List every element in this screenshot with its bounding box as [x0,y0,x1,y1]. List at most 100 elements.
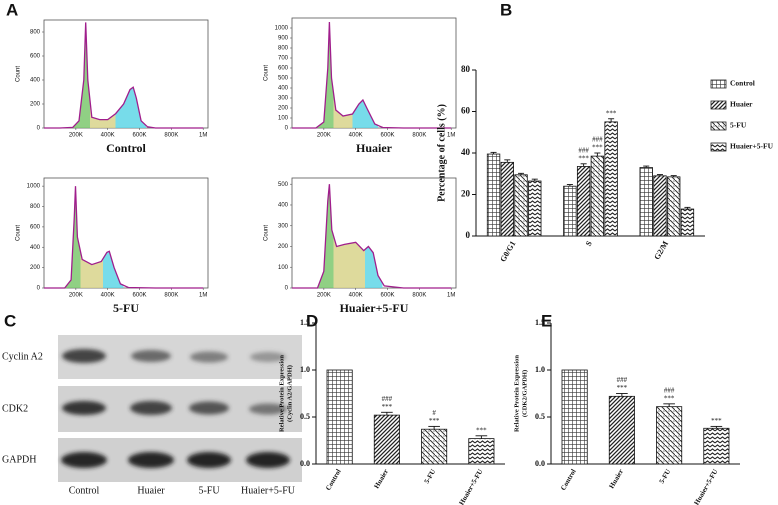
y-tick-label: 1.5 [300,318,310,327]
significance-mark: ### [664,386,675,394]
histogram-area [44,186,204,288]
y-tick-label: 0 [466,230,471,240]
y-tick-label: 400 [30,245,41,251]
bar [561,369,588,465]
panel-label: C [4,311,16,330]
blot-lane-label: Control [69,485,100,496]
y-tick-label: 600 [278,66,289,72]
y-axis-label: Relative Protein Expression [278,355,285,432]
x-tick-label: 1M [447,133,455,139]
x-tick-label: 800K [164,133,178,139]
bar [608,395,635,465]
significance-mark: ### [382,395,393,403]
western-blot [58,335,302,482]
x-tick-label: G2/M [652,239,670,261]
panel-label: B [500,0,512,19]
y-tick-label: 400 [278,86,289,92]
y-tick-label: 200 [278,244,289,250]
panel-label: A [6,0,18,19]
y-tick-label: 200 [278,106,289,112]
x-tick-label: 600K [133,293,147,299]
significance-mark: ### [592,136,603,144]
x-tick-label: 600K [133,133,147,139]
x-tick-label: 400K [101,293,115,299]
x-tick-label: 800K [412,293,426,299]
bar [639,167,653,237]
blot-row-label: GAPDH [2,454,36,465]
y-tick-label: 0.0 [300,459,310,468]
bar [604,121,618,237]
significance-mark: # [432,409,436,417]
significance-mark: ### [617,376,628,384]
x-axis-label: Huaier+5-FU [340,301,409,315]
y-tick-label: 400 [30,78,41,84]
y-tick-label: 200 [30,265,41,271]
x-tick-label: 200K [317,293,331,299]
blot-lane-label: Huaier [137,485,165,496]
plot-frame [43,177,209,289]
x-tick-label: 600K [381,133,395,139]
legend-label: 5-FU [730,121,747,130]
y-tick-label: 600 [30,224,41,230]
y-tick-label: 1000 [275,26,289,32]
legend-swatch [710,142,727,152]
y-axis-label: Count [264,65,270,81]
significance-mark: *** [592,144,603,152]
x-tick-label: Huaier [373,468,390,490]
y-tick-label: 500 [278,182,289,188]
bar [656,406,683,465]
x-tick-label: 800K [164,293,178,299]
y-tick-label: 300 [278,223,289,229]
x-axis-label: 5-FU [113,301,139,315]
histogram-line [44,22,204,129]
bar [486,153,501,237]
y-axis-label: Count [264,225,270,241]
y-tick-label: 100 [278,265,289,271]
y-axis-label: (CDK2/GAPDH) [521,370,528,417]
y-axis-label: Percentage of cells (%) [436,104,447,202]
y-tick-label: 200 [30,102,41,108]
x-axis-label: Huaier [356,141,393,155]
y-tick-label: 800 [30,30,41,36]
significance-mark: *** [606,109,617,117]
y-tick-label: 100 [278,116,289,122]
legend-swatch [710,100,727,110]
y-tick-label: 1.0 [535,365,545,374]
significance-mark: *** [617,384,628,392]
bar [326,369,353,465]
blot-lane-label: Huaier+5-FU [241,485,296,496]
y-tick-label: 60 [461,106,471,116]
x-tick-label: 5-FU [658,468,673,485]
bar [680,208,695,237]
bar [667,176,681,237]
bar [468,438,495,465]
x-tick-label: 400K [349,133,363,139]
bar [421,428,448,465]
x-tick-label: G0/G1 [498,239,517,263]
x-tick-label: 800K [412,133,426,139]
x-tick-label: Huaier+5-FU [457,468,484,505]
y-axis-label: Relative Protein Expression [513,355,520,432]
histogram-line [44,186,204,289]
histogram-area [292,184,452,288]
bar [563,185,577,237]
y-axis-label: Count [16,225,22,241]
x-axis-label: Control [106,141,146,155]
y-tick-label: 700 [278,56,289,62]
y-tick-label: 600 [30,54,41,60]
x-tick-label: 5-FU [423,468,438,485]
x-tick-label: S [584,239,594,248]
legend-label: Huaier [730,100,753,109]
significance-mark: *** [429,417,440,425]
x-tick-label: 1M [199,133,207,139]
significance-mark: *** [382,403,393,411]
x-tick-label: 200K [69,293,83,299]
legend-swatch [710,121,727,131]
x-tick-label: 200K [69,133,83,139]
blot-row-label: CDK2 [2,403,28,414]
x-tick-label: Huaier+5-FU [692,468,719,505]
bar [373,414,400,465]
legend-label: Huaier+5-FU [730,142,774,151]
plot-frame [291,17,457,129]
y-tick-label: 800 [278,46,289,52]
